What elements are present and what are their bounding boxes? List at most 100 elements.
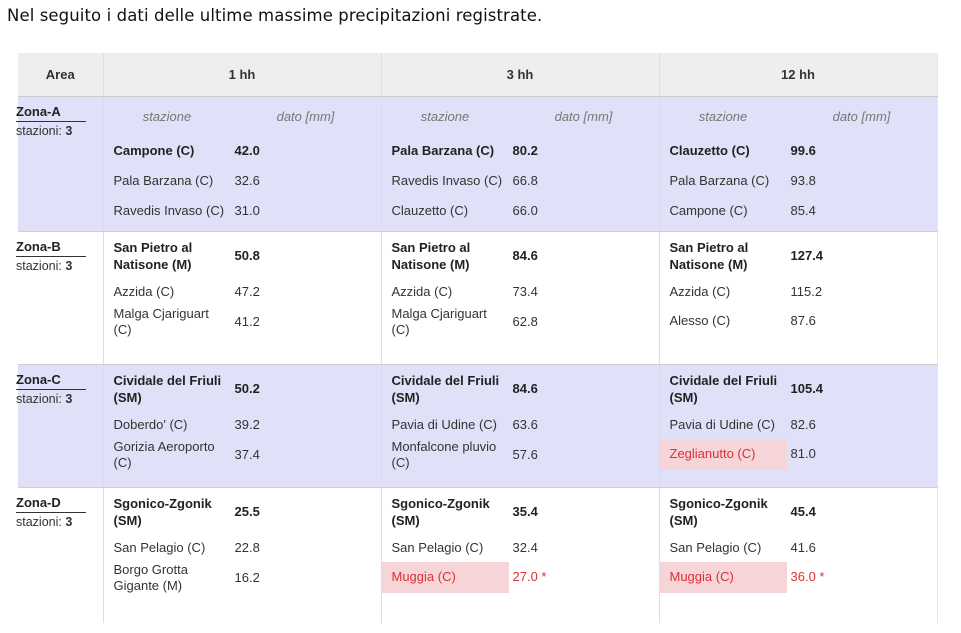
station-name: Azzida (C) — [113, 284, 175, 299]
station-name-highlighted: Muggia (C) — [659, 561, 787, 593]
station-value: 81.0 — [790, 446, 816, 461]
station-value: 66.0 — [512, 202, 538, 218]
station-value: 66.8 — [512, 173, 538, 188]
station-value: 84.6 — [512, 248, 538, 263]
station-name: Sgonico-Zgonik (SM) — [391, 495, 490, 528]
intro-text: Nel seguito i dati delle ultime massime … — [7, 6, 543, 25]
station-value: 32.4 — [512, 540, 538, 555]
station-name: Sgonico-Zgonik (SM) — [669, 495, 768, 528]
station-value: 105.4 — [790, 381, 824, 396]
station-name: Cividale del Friuli (SM) — [391, 372, 500, 405]
station-value: 85.4 — [790, 202, 816, 218]
zone-name: Zona-C — [16, 369, 86, 390]
zone-stations-count: stazioni: 3 — [16, 258, 73, 273]
station-value: 37.4 — [234, 446, 260, 462]
zone-name: Zona-B — [16, 236, 86, 257]
header-3hh: 3 hh — [381, 53, 660, 97]
zone-d-12hh: Sgonico-Zgonik (SM) 45.4 San Pelagio (C) 4… — [659, 487, 938, 623]
precipitation-table: Area 1 hh 3 hh 12 hh Zona-A stazioni: 3 … — [16, 53, 938, 623]
zone-c-1hh: Cividale del Friuli (SM) 50.2 Doberdo' (C… — [103, 364, 382, 488]
col-value-header: dato [mm] — [276, 109, 335, 124]
zone-a-12hh: stazione dato [mm] Clauzetto (C) 99.6 Pala… — [659, 96, 938, 232]
station-name: Malga Cjariguart (C) — [113, 305, 209, 337]
station-name: Clauzetto (C) — [391, 202, 469, 218]
col-value-header: dato [mm] — [554, 109, 613, 124]
station-name: Azzida (C) — [391, 284, 453, 299]
station-name: San Pelagio (C) — [669, 540, 762, 555]
station-value: 127.4 — [790, 248, 824, 263]
station-name: Sgonico-Zgonik (SM) — [113, 495, 212, 528]
station-value-highlighted: 27.0 * — [512, 569, 547, 584]
station-value: 25.5 — [234, 504, 260, 519]
station-name: San Pietro al Natisone (M) — [669, 239, 749, 272]
header-area: Area — [18, 53, 104, 97]
station-name: Borgo Grotta Gigante (M) — [113, 561, 188, 593]
header-1hh: 1 hh — [103, 53, 382, 97]
station-name: Azzida (C) — [669, 284, 731, 299]
zone-c-area: Zona-C stazioni: 3 — [16, 364, 104, 488]
station-value: 73.4 — [512, 284, 538, 299]
station-name: Doberdo' (C) — [113, 417, 188, 432]
zone-row-c: Zona-C stazioni: 3 Cividale del Friuli (… — [16, 364, 938, 488]
station-name: Cividale del Friuli (SM) — [113, 372, 222, 405]
station-name: San Pietro al Natisone (M) — [391, 239, 471, 272]
zone-stations-count: stazioni: 3 — [16, 391, 73, 406]
station-name: Alesso (C) — [669, 313, 731, 328]
station-value: 80.2 — [512, 143, 538, 158]
station-name: Gorizia Aeroporto (C) — [113, 438, 215, 470]
zone-c-12hh: Cividale del Friuli (SM) 105.4 Pavia di U… — [659, 364, 938, 488]
col-station-header: stazione — [420, 109, 470, 124]
station-name: Pala Barzana (C) — [669, 173, 770, 188]
col-station-header: stazione — [142, 109, 192, 124]
station-value: 82.6 — [790, 417, 816, 432]
station-name: Campone (C) — [669, 202, 748, 218]
station-name: Ravedis Invaso (C) — [113, 202, 225, 218]
zone-d-area: Zona-D stazioni: 3 — [16, 487, 104, 623]
col-station-header: stazione — [698, 109, 748, 124]
zone-name: Zona-D — [16, 492, 86, 513]
zone-a-1hh: stazione dato [mm] Campone (C) 42.0 Pala B… — [103, 96, 382, 232]
zone-b-12hh: San Pietro al Natisone (M) 127.4 Azzida (… — [659, 231, 938, 365]
header-12hh: 12 hh — [659, 53, 938, 97]
station-value: 41.2 — [234, 313, 260, 329]
station-value: 84.6 — [512, 381, 538, 396]
zone-a-area: Zona-A stazioni: 3 — [16, 96, 104, 232]
station-name: Pavia di Udine (C) — [669, 417, 776, 432]
station-value: 32.6 — [234, 173, 260, 188]
zone-a-3hh: stazione dato [mm] Pala Barzana (C) 80.2 R… — [381, 96, 660, 232]
station-name: Ravedis Invaso (C) — [391, 173, 503, 188]
zone-d-3hh: Sgonico-Zgonik (SM) 35.4 San Pelagio (C) 3… — [381, 487, 660, 623]
station-value: 99.6 — [790, 143, 816, 158]
station-name: San Pelagio (C) — [391, 540, 484, 555]
zone-b-1hh: San Pietro al Natisone (M) 50.8 Azzida (C… — [103, 231, 382, 365]
zone-c-3hh: Cividale del Friuli (SM) 84.6 Pavia di Ud… — [381, 364, 660, 488]
station-name: Monfalcone pluvio (C) — [391, 438, 497, 470]
zone-row-d: Zona-D stazioni: 3 Sgonico-Zgonik (SM) 25… — [16, 487, 938, 623]
station-value: 63.6 — [512, 417, 538, 432]
station-name-highlighted: Zeglianutto (C) — [659, 438, 787, 470]
station-value: 42.0 — [234, 143, 260, 158]
station-name: Campone (C) — [113, 143, 195, 158]
zone-b-3hh: San Pietro al Natisone (M) 84.6 Azzida (C… — [381, 231, 660, 365]
station-value: 50.2 — [234, 381, 260, 396]
station-value: 45.4 — [790, 504, 816, 519]
station-value: 115.2 — [790, 284, 823, 299]
station-value: 50.8 — [234, 248, 260, 263]
station-name: San Pelagio (C) — [113, 540, 206, 555]
col-value-header: dato [mm] — [832, 109, 891, 124]
station-name: San Pietro al Natisone (M) — [113, 239, 193, 272]
station-value: 41.6 — [790, 540, 816, 555]
station-name: Pala Barzana (C) — [391, 143, 495, 158]
station-name: Malga Cjariguart (C) — [391, 305, 487, 337]
station-name: Pavia di Udine (C) — [391, 417, 498, 432]
zone-row-a: Zona-A stazioni: 3 stazione dato [mm] Cam… — [16, 96, 938, 232]
station-name-highlighted: Muggia (C) — [381, 561, 509, 593]
station-value: 16.2 — [234, 569, 260, 585]
station-value: 47.2 — [234, 284, 260, 299]
zone-b-area: Zona-B stazioni: 3 — [16, 231, 104, 365]
station-value-highlighted: 36.0 * — [790, 569, 825, 584]
station-value: 87.6 — [790, 313, 816, 328]
station-value: 62.8 — [512, 313, 538, 329]
zone-stations-count: stazioni: 3 — [16, 123, 73, 138]
station-value: 93.8 — [790, 173, 816, 188]
